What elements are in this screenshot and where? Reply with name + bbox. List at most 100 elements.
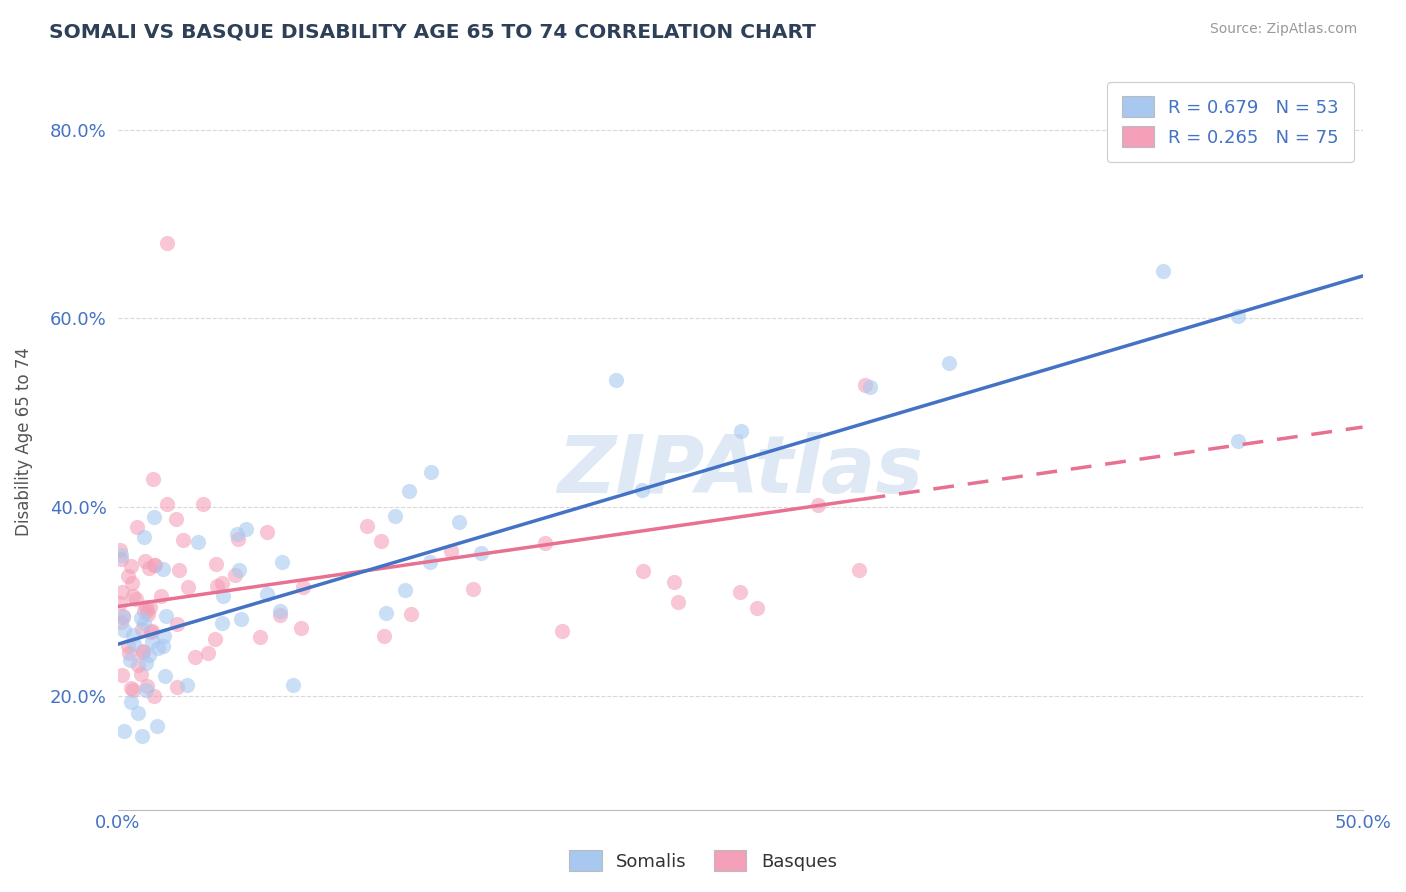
- Point: [281, 678, 304, 692]
- Point: [121, 683, 143, 698]
- Point: [166, 680, 188, 694]
- Point: [136, 679, 159, 693]
- Point: [631, 483, 654, 497]
- Point: [132, 530, 155, 544]
- Point: [117, 639, 139, 653]
- Point: [374, 606, 396, 620]
- Point: [156, 497, 179, 511]
- Point: [142, 472, 165, 486]
- Point: [152, 640, 174, 654]
- Point: [398, 483, 420, 498]
- Point: [141, 624, 163, 639]
- Point: [135, 599, 157, 614]
- Point: [191, 498, 214, 512]
- Point: [228, 563, 250, 577]
- Point: [1227, 309, 1250, 323]
- Point: [132, 604, 155, 618]
- Point: [204, 557, 226, 571]
- Point: [138, 607, 160, 621]
- Point: [153, 629, 176, 643]
- Point: [156, 235, 179, 250]
- Point: [143, 558, 166, 573]
- Text: SOMALI VS BASQUE DISABILITY AGE 65 TO 74 CORRELATION CHART: SOMALI VS BASQUE DISABILITY AGE 65 TO 74…: [49, 22, 815, 41]
- Point: [143, 558, 166, 572]
- Point: [728, 585, 751, 599]
- Point: [204, 632, 226, 646]
- Point: [138, 648, 160, 662]
- Point: [256, 587, 278, 601]
- Point: [122, 637, 145, 651]
- Point: [167, 563, 190, 577]
- Point: [249, 630, 271, 644]
- Point: [138, 561, 160, 575]
- Point: [384, 508, 406, 523]
- Point: [449, 515, 471, 529]
- Point: [132, 616, 155, 631]
- Point: [122, 589, 145, 603]
- Point: [111, 668, 134, 682]
- Point: [139, 625, 162, 640]
- Point: [112, 724, 135, 739]
- Point: [110, 615, 132, 630]
- Point: [420, 465, 443, 479]
- Point: [110, 548, 132, 562]
- Point: [534, 536, 557, 550]
- Point: [461, 582, 484, 596]
- Point: [205, 579, 228, 593]
- Point: [125, 591, 148, 606]
- Point: [269, 604, 291, 618]
- Point: [152, 562, 174, 576]
- Point: [370, 534, 392, 549]
- Point: [605, 373, 627, 387]
- Point: [440, 544, 463, 558]
- Point: [211, 616, 233, 631]
- Point: [127, 706, 149, 720]
- Point: [131, 622, 153, 636]
- Point: [401, 607, 423, 622]
- Point: [419, 555, 441, 569]
- Point: [135, 657, 157, 671]
- Point: [121, 627, 143, 641]
- Text: Source: ZipAtlas.com: Source: ZipAtlas.com: [1209, 22, 1357, 37]
- Point: [938, 356, 960, 370]
- Point: [176, 678, 198, 692]
- Text: ZIPAtlas: ZIPAtlas: [557, 432, 924, 509]
- Point: [125, 520, 148, 534]
- Point: [120, 558, 142, 573]
- Point: [121, 576, 143, 591]
- Point: [110, 551, 132, 566]
- Point: [129, 610, 152, 624]
- Point: [110, 597, 132, 611]
- Point: [120, 681, 142, 696]
- Point: [177, 581, 200, 595]
- Point: [666, 594, 689, 608]
- Point: [664, 574, 686, 589]
- Point: [470, 545, 492, 559]
- Point: [118, 647, 141, 661]
- Point: [112, 624, 135, 638]
- Point: [631, 564, 654, 578]
- Point: [120, 695, 142, 709]
- Point: [184, 650, 207, 665]
- Point: [271, 555, 294, 569]
- Point: [256, 525, 278, 540]
- Point: [229, 612, 252, 626]
- Point: [211, 575, 233, 590]
- Point: [269, 608, 291, 623]
- Point: [292, 580, 315, 594]
- Point: [172, 533, 194, 547]
- Point: [146, 719, 169, 733]
- Point: [143, 509, 166, 524]
- Point: [166, 617, 188, 632]
- Point: [807, 498, 830, 512]
- Legend: Somalis, Basques: Somalis, Basques: [562, 843, 844, 879]
- Point: [745, 600, 768, 615]
- Point: [146, 641, 169, 656]
- Point: [1227, 434, 1250, 449]
- Point: [149, 589, 172, 603]
- Point: [111, 608, 134, 623]
- Point: [1152, 264, 1174, 278]
- Point: [290, 622, 312, 636]
- Point: [111, 585, 134, 599]
- Point: [134, 553, 156, 567]
